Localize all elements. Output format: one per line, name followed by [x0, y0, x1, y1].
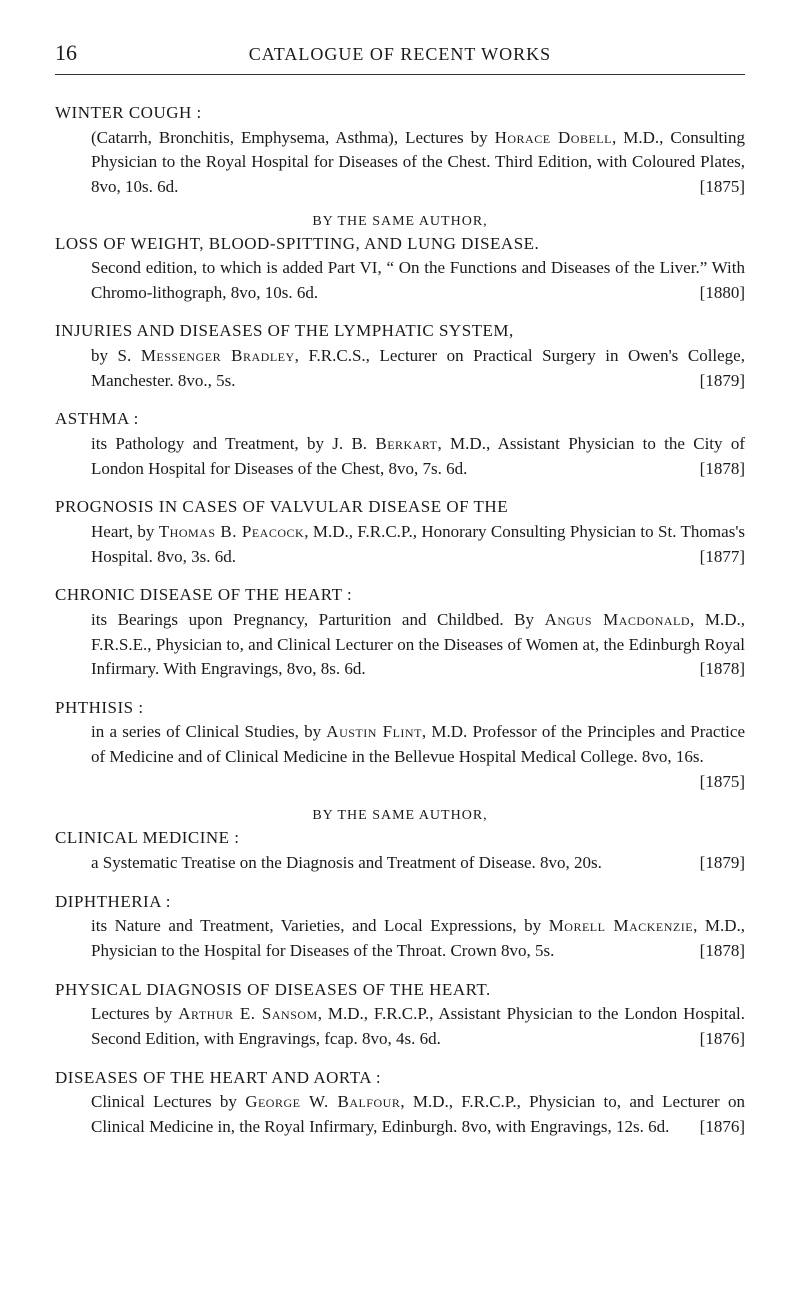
entry-title: PROGNOSIS IN CASES OF VALVULAR DISEASE O… [55, 495, 745, 520]
catalogue-entry: CLINICAL MEDICINE : a Systematic Treatis… [55, 826, 745, 875]
entry-year: [1876] [700, 1027, 745, 1052]
entry-year: [1879] [700, 851, 745, 876]
header-rule [55, 74, 745, 75]
entry-author: George W. Balfour [245, 1092, 400, 1111]
entry-body: its Nature and Treatment, Varieties, and… [55, 914, 745, 963]
header-row: 16 CATALOGUE OF RECENT WORKS [55, 40, 745, 66]
entry-year: [1878] [700, 939, 745, 964]
entry-year: [1878] [700, 657, 745, 682]
entry-title: PHTHISIS : [55, 696, 745, 721]
entry-year: [1878] [700, 457, 745, 482]
entry-body: Second edition, to which is added Part V… [55, 256, 745, 305]
entry-year: [1877] [700, 545, 745, 570]
catalogue-entry: LOSS OF WEIGHT, BLOOD-SPITTING, AND LUNG… [55, 232, 745, 306]
entry-title: LOSS OF WEIGHT, BLOOD-SPITTING, AND LUNG… [55, 232, 745, 257]
catalogue-entry: PHYSICAL DIAGNOSIS OF DISEASES OF THE HE… [55, 978, 745, 1052]
header-title: CATALOGUE OF RECENT WORKS [125, 44, 745, 65]
entry-body: its Bearings upon Pregnancy, Parturition… [55, 608, 745, 682]
entry-author: Morell Mackenzie [549, 916, 693, 935]
entry-author: Messenger Bradley [141, 346, 295, 365]
catalogue-entry: WINTER COUGH : (Catarrh, Bronchitis, Emp… [55, 101, 745, 200]
page-number: 16 [55, 40, 125, 66]
entry-body: in a series of Clinical Studies, by Aust… [55, 720, 745, 769]
catalogue-entry: DISEASES OF THE HEART AND AORTA : Clinic… [55, 1066, 745, 1140]
entry-text-pre: Clinical Lectures by [91, 1092, 245, 1111]
catalogue-entry: PHTHISIS : in a series of Clinical Studi… [55, 696, 745, 795]
entry-text-pre: a Systematic Treatise on the Diagnosis a… [91, 853, 602, 872]
catalogue-entry: DIPHTHERIA : its Nature and Treatment, V… [55, 890, 745, 964]
entry-author: Berkart [375, 434, 437, 453]
entry-author: Austin Flint [326, 722, 422, 741]
same-author-byline: BY THE SAME AUTHOR, [55, 214, 745, 230]
entry-text-pre: its Bearings upon Pregnancy, Parturition… [91, 610, 545, 629]
entry-body: Clinical Lectures by George W. Balfour, … [55, 1090, 745, 1139]
entry-title: DISEASES OF THE HEART AND AORTA : [55, 1066, 745, 1091]
entry-year: [1875] [700, 175, 745, 200]
entry-author: Horace Dobell [495, 128, 612, 147]
entry-text-pre: (Catarrh, Bronchitis, Emphysema, Asthma)… [91, 128, 495, 147]
entry-author: Thomas B. Peacock [159, 522, 304, 541]
entry-title: PHYSICAL DIAGNOSIS OF DISEASES OF THE HE… [55, 978, 745, 1003]
entry-title: CHRONIC DISEASE OF THE HEART : [55, 583, 745, 608]
entry-text-pre: its Pathology and Treatment, by J. B. [91, 434, 375, 453]
entry-text-pre: in a series of Clinical Studies, by [91, 722, 326, 741]
entry-text-pre: Second edition, to which is added Part V… [91, 258, 745, 302]
entry-body: by S. Messenger Bradley, F.R.C.S., Lectu… [55, 344, 745, 393]
entry-text-pre: by S. [91, 346, 141, 365]
entry-author: Angus Macdonald [545, 610, 690, 629]
catalogue-entry: ASTHMA : its Pathology and Treatment, by… [55, 407, 745, 481]
entry-body: Lectures by Arthur E. Sansom, M.D., F.R.… [55, 1002, 745, 1051]
entry-title: CLINICAL MEDICINE : [55, 826, 745, 851]
entry-title: DIPHTHERIA : [55, 890, 745, 915]
entry-body: (Catarrh, Bronchitis, Emphysema, Asthma)… [55, 126, 745, 200]
entry-year: [1876] [700, 1115, 745, 1140]
entry-title: ASTHMA : [55, 407, 745, 432]
catalogue-entry: CHRONIC DISEASE OF THE HEART : its Beari… [55, 583, 745, 682]
entry-title: INJURIES AND DISEASES OF THE LYMPHATIC S… [55, 319, 745, 344]
entry-year: [1875] [700, 770, 745, 795]
entry-text-pre: Heart, by [91, 522, 159, 541]
entry-body: its Pathology and Treatment, by J. B. Be… [55, 432, 745, 481]
entry-text-pre: Lectures by [91, 1004, 178, 1023]
entry-author: Arthur E. Sansom [178, 1004, 317, 1023]
entry-title: WINTER COUGH : [55, 101, 745, 126]
catalogue-entry: PROGNOSIS IN CASES OF VALVULAR DISEASE O… [55, 495, 745, 569]
entry-year: [1879] [700, 369, 745, 394]
entry-body: a Systematic Treatise on the Diagnosis a… [55, 851, 745, 876]
page-container: 16 CATALOGUE OF RECENT WORKS WINTER COUG… [0, 0, 800, 1213]
catalogue-entry: INJURIES AND DISEASES OF THE LYMPHATIC S… [55, 319, 745, 393]
entry-year: [1880] [700, 281, 745, 306]
entry-body: Heart, by Thomas B. Peacock, M.D., F.R.C… [55, 520, 745, 569]
same-author-byline: BY THE SAME AUTHOR, [55, 808, 745, 824]
entry-text-pre: its Nature and Treatment, Varieties, and… [91, 916, 549, 935]
